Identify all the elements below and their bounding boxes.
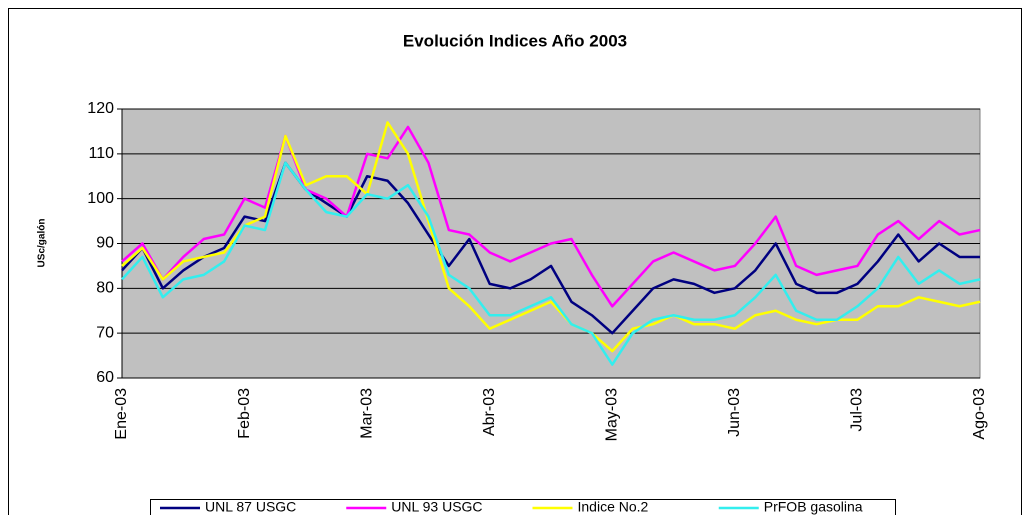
- legend-label: UNL 87 USGC: [205, 499, 296, 515]
- x-tick-label: Jul-03: [849, 388, 866, 432]
- series-line: [121, 161, 981, 366]
- legend-label: UNL 93 USGC: [391, 499, 482, 515]
- y-tick-label: 90: [96, 235, 114, 252]
- y-tick-label: 80: [96, 280, 114, 297]
- y-tick-label: 70: [96, 324, 114, 341]
- x-tick-label: Ene-03: [113, 388, 130, 440]
- legend-box: [150, 499, 896, 515]
- chart-title: Evolución Indices Año 2003: [403, 31, 627, 50]
- y-tick-label: 110: [88, 145, 114, 162]
- y-tick-label: 60: [96, 369, 114, 386]
- series-line: [121, 161, 980, 335]
- x-tick-label: Mar-03: [358, 388, 375, 439]
- legend-label: PrFOB gasolina: [764, 499, 863, 515]
- x-tick-label: Jun-03: [726, 388, 743, 437]
- x-tick-label: Abr-03: [481, 388, 498, 436]
- y-tick-label: 100: [87, 190, 114, 207]
- y-tick-label: 120: [87, 100, 114, 117]
- x-tick-label: Feb-03: [236, 388, 253, 439]
- series-line: [121, 125, 981, 308]
- x-tick-label: Ago-03: [971, 388, 988, 440]
- y-axis-title: USc/galón: [37, 219, 48, 268]
- x-tick-label: May-03: [604, 388, 621, 441]
- legend-label: Indice No.2: [578, 499, 649, 515]
